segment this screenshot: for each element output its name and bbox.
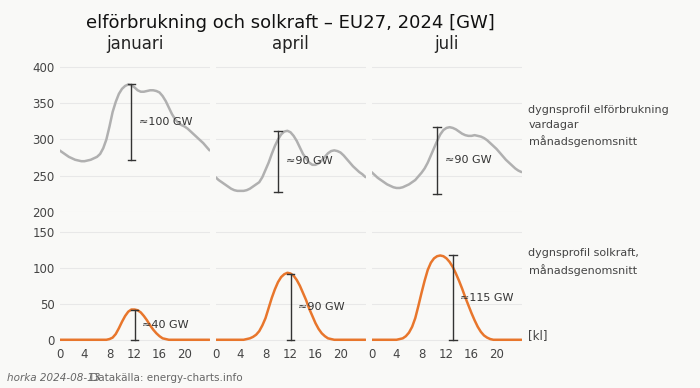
Text: ≈90 GW: ≈90 GW [298,301,344,312]
Text: elförbrukning och solkraft – EU27, 2024 [GW]: elförbrukning och solkraft – EU27, 2024 … [86,14,495,31]
Text: Datakälla: energy-charts.info: Datakälla: energy-charts.info [74,373,242,383]
Text: ≈90 GW: ≈90 GW [286,156,332,166]
Text: ≈40 GW: ≈40 GW [142,320,188,330]
Text: ≈90 GW: ≈90 GW [444,156,491,165]
Text: ≈115 GW: ≈115 GW [461,293,514,303]
Title: april: april [272,35,309,53]
Text: dygnsprofil solkraft,
månadsgenomsnitt: dygnsprofil solkraft, månadsgenomsnitt [528,248,639,276]
Text: [kl]: [kl] [528,329,547,342]
Text: horka 2024-08-13: horka 2024-08-13 [7,373,100,383]
Text: dygnsprofil elförbrukning
vardagar
månadsgenomsnitt: dygnsprofil elförbrukning vardagar månad… [528,105,669,147]
Text: ≈100 GW: ≈100 GW [139,117,192,127]
Title: januari: januari [106,35,163,53]
Title: juli: juli [434,35,458,53]
